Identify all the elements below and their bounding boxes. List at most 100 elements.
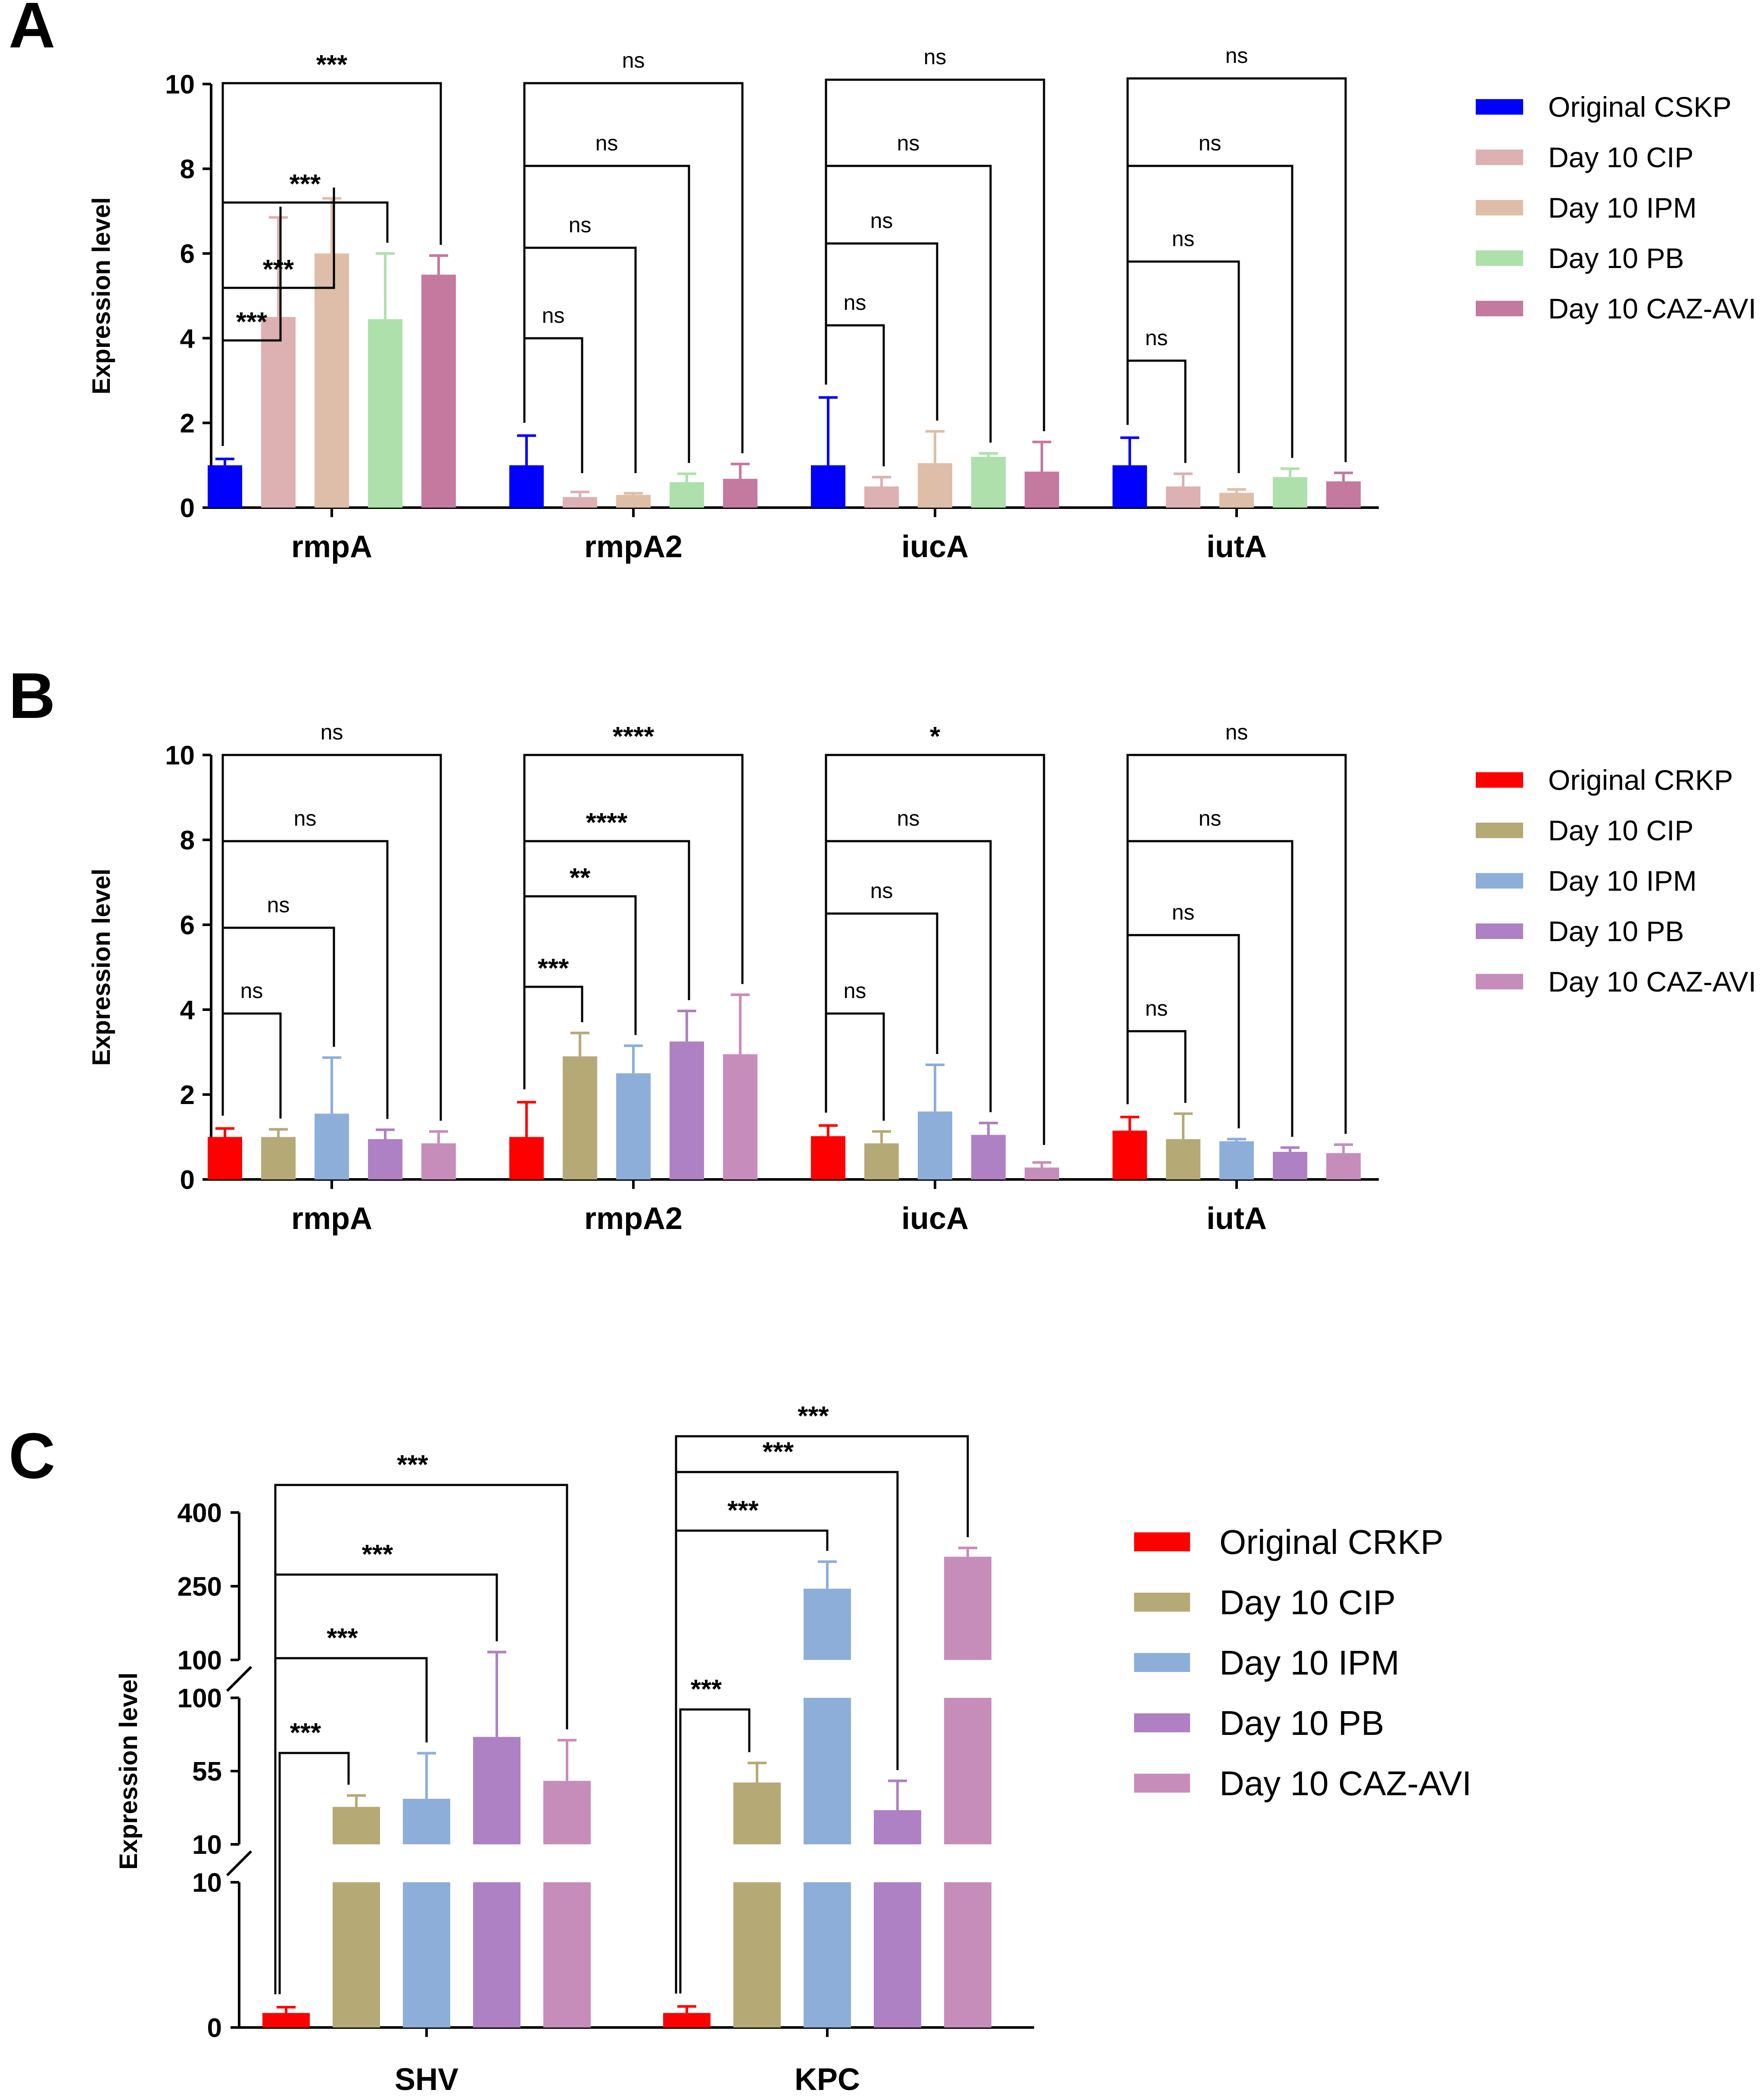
category-label-A-iucA: iucA bbox=[901, 530, 969, 564]
significance-bracket-B-rmpA-2 bbox=[221, 926, 335, 1116]
significance-bracket-B-iucA-4 bbox=[825, 754, 1045, 1145]
significance-label-C-SHV-1: *** bbox=[290, 1718, 321, 1748]
legend-swatch-B-1 bbox=[1476, 823, 1523, 838]
bar-B-iutA-4 bbox=[1326, 1153, 1361, 1179]
legend-label-C-1: Day 10 CIP bbox=[1219, 1583, 1396, 1622]
legend-swatch-A-3 bbox=[1476, 250, 1523, 266]
significance-bracket-A-iucA-1 bbox=[825, 324, 885, 467]
significance-label-A-rmpA2-4: ns bbox=[622, 48, 645, 72]
bar-C-KPC-4-lower bbox=[944, 1882, 991, 2027]
bar-B-rmpA2-4 bbox=[723, 1054, 757, 1179]
bar-B-iucA-1 bbox=[864, 1143, 899, 1179]
significance-label-C-SHV-3: *** bbox=[362, 1540, 393, 1569]
significance-label-A-rmpA-4: *** bbox=[316, 50, 348, 80]
bar-B-iucA-2 bbox=[918, 1111, 952, 1179]
bar-A-iucA-4 bbox=[1025, 471, 1059, 508]
y-tick-label-A-0: 0 bbox=[180, 493, 195, 523]
significance-label-A-rmpA2-2: ns bbox=[569, 213, 592, 237]
significance-bracket-B-iucA-1 bbox=[825, 1012, 885, 1121]
significance-label-B-rmpA-2: ns bbox=[267, 893, 290, 917]
significance-bracket-C-KPC-4 bbox=[675, 1435, 969, 1994]
significance-bracket-C-SHV-3 bbox=[274, 1573, 498, 1994]
panel-letter-A: A bbox=[9, 0, 55, 61]
significance-label-A-rmpA-3: *** bbox=[290, 169, 321, 199]
legend-label-C-3: Day 10 PB bbox=[1219, 1704, 1384, 1742]
bar-C-KPC-4-middle bbox=[944, 1698, 991, 1844]
significance-label-B-iucA-2: ns bbox=[870, 879, 893, 903]
legend-swatch-A-4 bbox=[1476, 301, 1523, 316]
significance-bracket-B-iutA-1 bbox=[1126, 1030, 1187, 1104]
axis-break-mark-C-1 bbox=[226, 1850, 252, 1877]
category-label-B-rmpA: rmpA bbox=[291, 1201, 372, 1236]
legend-label-A-0: Original CSKP bbox=[1548, 91, 1732, 123]
bar-C-KPC-3-middle bbox=[874, 1810, 921, 1844]
panel-letter-C: C bbox=[9, 1419, 55, 1492]
bar-A-iutA-3 bbox=[1273, 477, 1307, 508]
significance-label-C-KPC-3: *** bbox=[763, 1437, 794, 1467]
legend-label-B-4: Day 10 CAZ-AVI bbox=[1548, 966, 1756, 998]
significance-bracket-B-rmpA-1 bbox=[221, 1012, 282, 1119]
bar-C-KPC-4-upper bbox=[944, 1556, 991, 1660]
legend-swatch-A-0 bbox=[1476, 99, 1523, 115]
significance-label-A-iutA-2: ns bbox=[1172, 227, 1195, 251]
legend-swatch-A-2 bbox=[1476, 200, 1523, 215]
bar-C-KPC-2-upper bbox=[804, 1588, 851, 1660]
legend-label-C-0: Original CRKP bbox=[1219, 1523, 1443, 1561]
y-tick-label-C-1: 10 bbox=[192, 1868, 222, 1898]
significance-label-C-KPC-4: *** bbox=[798, 1401, 829, 1431]
axis-break-mark-C-2 bbox=[226, 1666, 252, 1692]
significance-label-B-rmpA-3: ns bbox=[294, 806, 317, 830]
significance-bracket-A-iutA-2 bbox=[1126, 260, 1240, 473]
category-label-B-iucA: iucA bbox=[901, 1201, 969, 1236]
category-label-A-rmpA: rmpA bbox=[291, 530, 372, 564]
bar-C-SHV-4-middle bbox=[543, 1781, 591, 1844]
y-tick-label-B-2: 2 bbox=[180, 1080, 195, 1110]
panel-letter-B: B bbox=[9, 659, 55, 732]
significance-label-B-rmpA2-1: *** bbox=[538, 954, 569, 983]
significance-label-A-rmpA2-1: ns bbox=[542, 303, 565, 328]
bar-B-iutA-2 bbox=[1219, 1141, 1254, 1179]
significance-label-A-iutA-1: ns bbox=[1145, 326, 1168, 350]
bar-A-rmpA-2 bbox=[315, 253, 349, 508]
bar-B-rmpA2-2 bbox=[616, 1073, 651, 1179]
bar-B-iutA-1 bbox=[1166, 1139, 1200, 1179]
legend-label-C-4: Day 10 CAZ-AVI bbox=[1219, 1764, 1471, 1803]
category-label-C-KPC: KPC bbox=[795, 2062, 860, 2096]
y-tick-label-C-7: 400 bbox=[178, 1498, 222, 1528]
bar-C-SHV-1-middle bbox=[333, 1807, 380, 1844]
bar-B-iutA-0 bbox=[1113, 1130, 1147, 1179]
bar-B-rmpA-0 bbox=[208, 1137, 242, 1179]
significance-label-A-rmpA-2: *** bbox=[263, 255, 294, 284]
bar-A-rmpA-1 bbox=[261, 317, 296, 508]
legend-label-B-2: Day 10 IPM bbox=[1548, 865, 1697, 897]
significance-bracket-B-rmpA-4 bbox=[221, 754, 442, 1121]
y-tick-label-C-4: 100 bbox=[178, 1684, 222, 1713]
legend-label-A-1: Day 10 CIP bbox=[1548, 141, 1693, 173]
significance-bracket-A-rmpA2-4 bbox=[523, 82, 744, 453]
legend-swatch-C-4 bbox=[1134, 1774, 1190, 1793]
legend-label-A-3: Day 10 PB bbox=[1548, 242, 1684, 274]
significance-bracket-B-iutA-4 bbox=[1126, 754, 1347, 1134]
significance-label-A-rmpA-1: *** bbox=[236, 307, 268, 337]
bar-B-rmpA2-1 bbox=[563, 1056, 597, 1179]
bar-A-iutA-1 bbox=[1166, 486, 1200, 508]
category-label-A-iutA: iutA bbox=[1206, 530, 1267, 564]
bar-B-iucA-0 bbox=[811, 1136, 845, 1179]
significance-label-C-KPC-2: *** bbox=[727, 1496, 759, 1525]
significance-bracket-B-iutA-3 bbox=[1126, 840, 1293, 1137]
bar-C-SHV-2-lower bbox=[403, 1882, 450, 2027]
bar-A-rmpA2-1 bbox=[563, 497, 597, 508]
y-tick-label-B-0: 0 bbox=[180, 1165, 195, 1195]
significance-label-B-iutA-3: ns bbox=[1199, 806, 1222, 830]
bar-B-rmpA2-3 bbox=[670, 1041, 704, 1179]
bar-A-rmpA-0 bbox=[208, 465, 242, 508]
bar-C-KPC-3-lower bbox=[874, 1882, 921, 2027]
significance-label-A-iutA-3: ns bbox=[1199, 131, 1222, 155]
legend-label-A-4: Day 10 CAZ-AVI bbox=[1548, 293, 1756, 324]
significance-label-B-iutA-4: ns bbox=[1225, 720, 1248, 744]
significance-bracket-B-rmpA2-4 bbox=[523, 754, 744, 1089]
y-tick-label-C-5: 100 bbox=[178, 1646, 222, 1675]
significance-bracket-A-rmpA2-1 bbox=[523, 337, 583, 473]
bar-A-rmpA2-3 bbox=[670, 482, 704, 508]
bar-A-iutA-0 bbox=[1113, 465, 1147, 508]
